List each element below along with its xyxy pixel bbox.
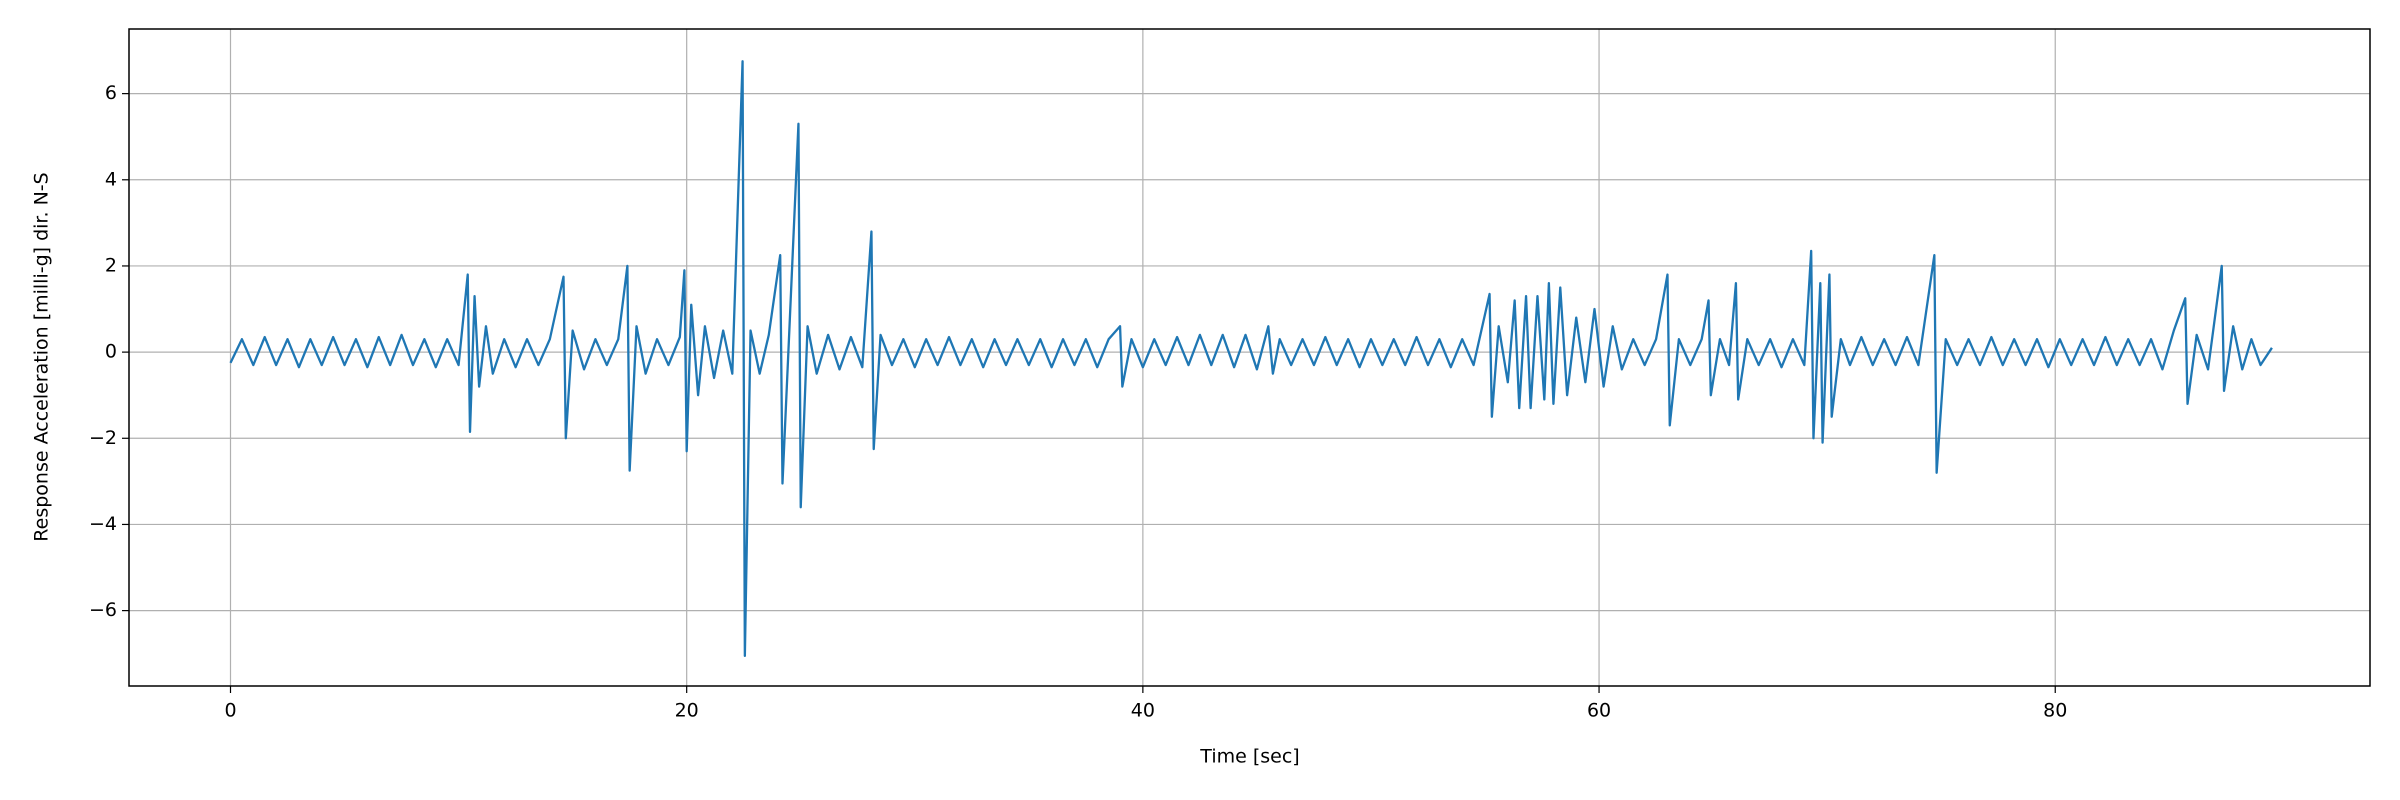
y-tick-label: −6 [89,599,117,621]
x-tick-label: 20 [675,700,699,722]
y-tick-label: −4 [89,513,117,535]
plot-frame [128,28,2371,687]
y-tick-label: 6 [105,82,117,104]
x-axis-label: Time [sec] [1199,746,1299,768]
y-tick-label: 4 [105,168,117,190]
y-tick-label: −2 [89,427,117,449]
y-axis-label: Response Acceleration [milli-g] dir. N-S [31,172,53,541]
x-tick-label: 0 [224,700,236,722]
y-tick-label: 2 [105,254,117,276]
x-tick-label: 60 [1587,700,1611,722]
y-tick-label: 0 [105,341,117,363]
data-line [229,60,2273,657]
x-tick-label: 80 [2043,700,2067,722]
x-tick-label: 40 [1131,700,1155,722]
